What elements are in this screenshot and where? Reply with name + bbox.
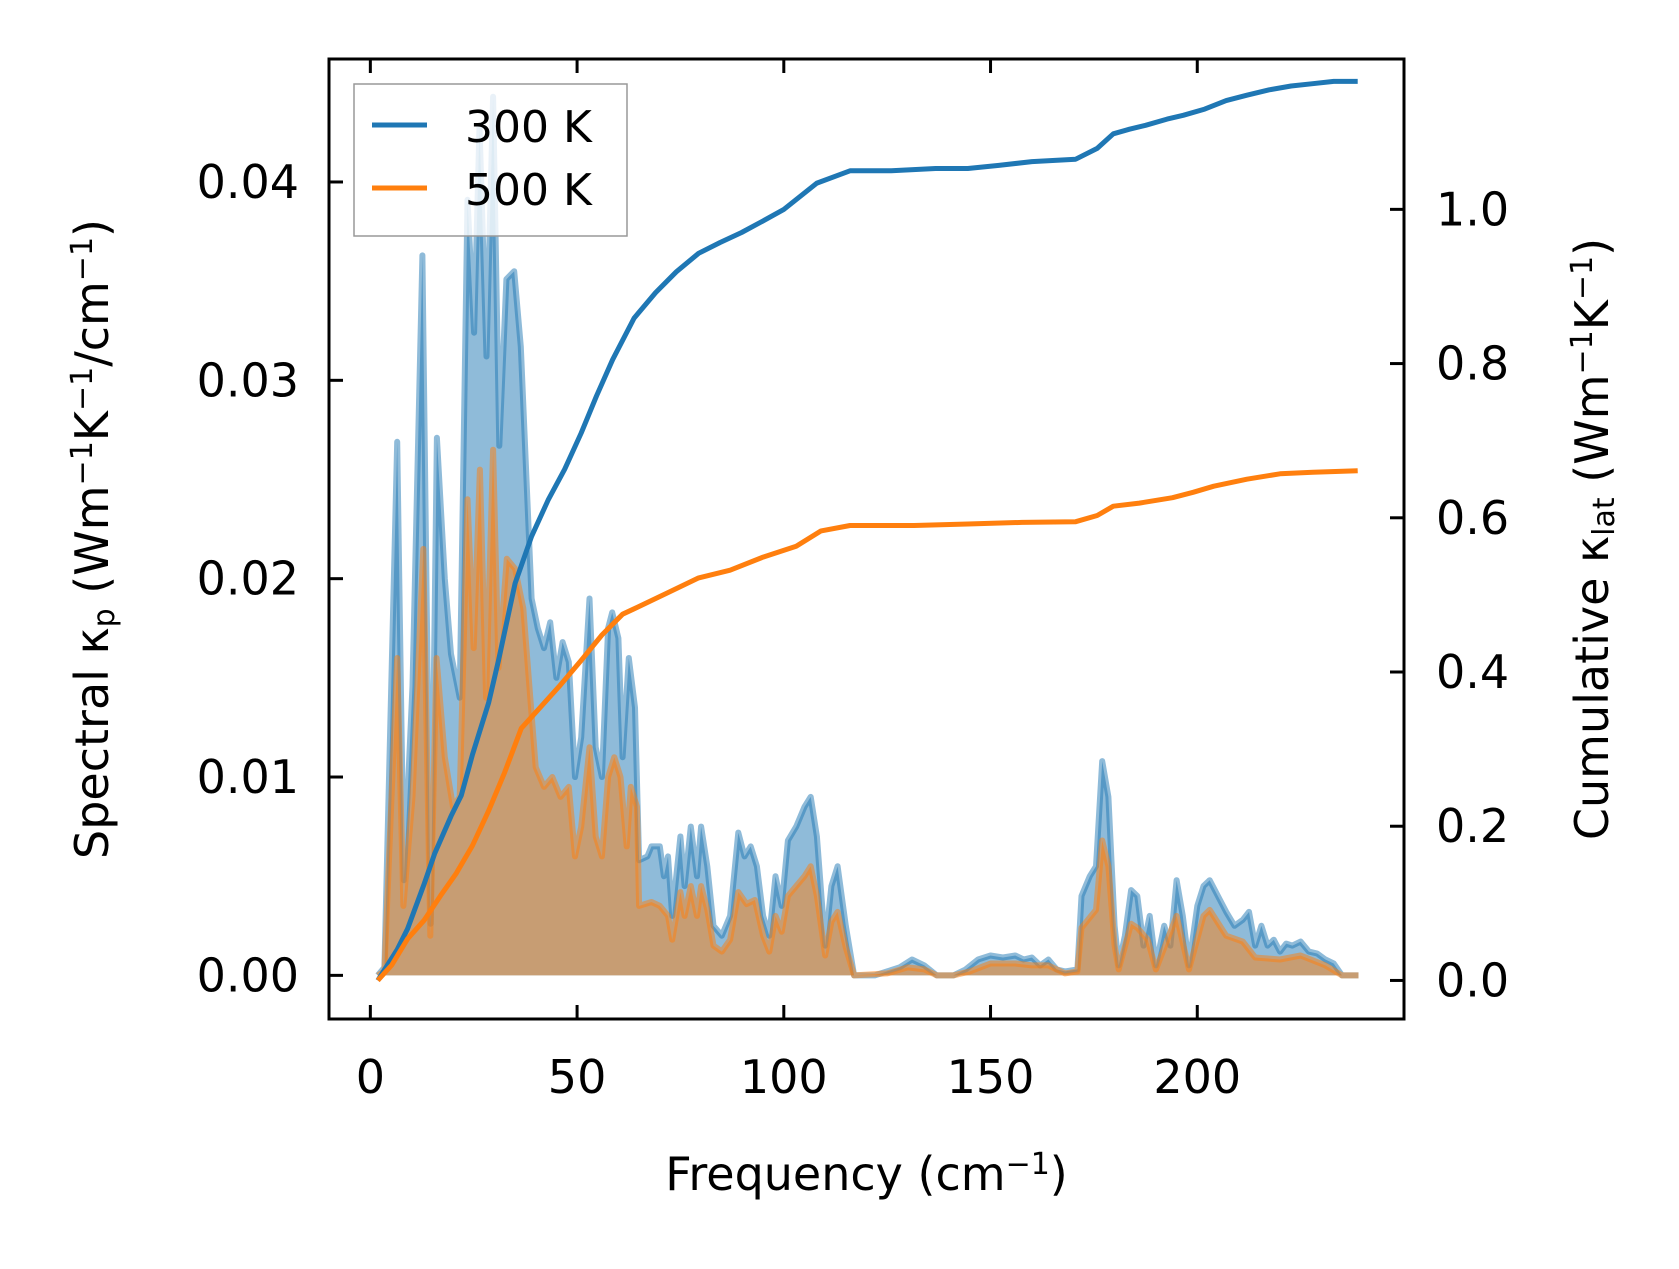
y-left-tick-label: 0.03 — [197, 353, 299, 407]
legend-frame — [353, 83, 628, 237]
x-axis-label: Frequency (cm−1) — [665, 1147, 1068, 1202]
y-right-tick-label: 0.6 — [1436, 491, 1509, 545]
cumulative-line-300k — [375, 78, 1358, 982]
y-left-axis-label: Spectral κp (Wm−1K−1/cm−1) — [65, 219, 123, 859]
y-right-tick-label: 0.2 — [1436, 799, 1509, 853]
y-left-axis-label-part: Spectral κ — [65, 627, 119, 859]
x-axis-label-part: −1 — [1006, 1147, 1050, 1182]
axes: 0 50 100 150 200 0.00 0.01 0.02 0.03 0.04 0.0 0.2 0.… — [65, 57, 1623, 1202]
y-left-tick-label: 0.02 — [197, 552, 299, 606]
legend: 300 K 500 K — [353, 83, 628, 237]
y-left-axis-label-part: ) — [65, 219, 119, 237]
y-right-axis-label: Cumulative κlat (Wm−1K−1) — [1565, 238, 1623, 840]
y-right-axis-label-part: (Wm — [1565, 374, 1619, 497]
plot-marks — [375, 78, 1359, 983]
y-right-tick-label: 0.4 — [1436, 645, 1509, 699]
y-right-axis-label-part: Cumulative κ — [1565, 536, 1619, 840]
y-right-tick-label: 1.0 — [1436, 182, 1509, 236]
y-right-tick-label: 0.8 — [1436, 337, 1509, 391]
y-left-axis-label-part: −1 — [65, 237, 100, 281]
y-left-axis-label-part: −1 — [65, 367, 100, 411]
x-tick-label: 0 — [356, 1050, 385, 1104]
y-left-tick-label: 0.01 — [197, 750, 299, 804]
cumulative-line-500k — [375, 468, 1358, 983]
x-tick-label: 150 — [947, 1050, 1035, 1104]
x-tick-label: 200 — [1153, 1050, 1241, 1104]
legend-label-500k: 500 K — [465, 165, 593, 216]
plot-frame — [327, 57, 1406, 1021]
legend-label-300k: 300 K — [465, 102, 593, 153]
y-left-tick-label: 0.00 — [197, 948, 299, 1002]
y-right-axis-label-part: ) — [1565, 238, 1619, 256]
y-right-axis-label-part: −1 — [1565, 256, 1600, 300]
y-right-axis-label-part: K — [1565, 298, 1619, 330]
y-right-axis-label-part: −1 — [1565, 330, 1600, 374]
x-tick-label: 100 — [740, 1050, 828, 1104]
x-tick-label: 50 — [548, 1050, 607, 1104]
spectral-fill-500k — [377, 449, 1359, 976]
y-left-axis-label-part: K — [65, 409, 119, 441]
y-left-axis-label-part: p — [87, 608, 122, 627]
spectral-line-500k — [376, 446, 1359, 979]
spectral-line-300k — [375, 93, 1359, 979]
y-left-tick-label: 0.04 — [197, 155, 299, 209]
y-left-axis-label-part: /cm — [65, 281, 119, 367]
x-axis-label-part: Frequency (cm — [665, 1147, 1005, 1201]
y-right-axis-label-part: lat — [1587, 497, 1622, 536]
y-left-axis-label-part: −1 — [65, 441, 100, 485]
x-axis-label-part: ) — [1050, 1147, 1068, 1201]
y-right-tick-label: 0.0 — [1436, 953, 1509, 1007]
y-left-axis-label-part: (Wm — [65, 485, 119, 608]
